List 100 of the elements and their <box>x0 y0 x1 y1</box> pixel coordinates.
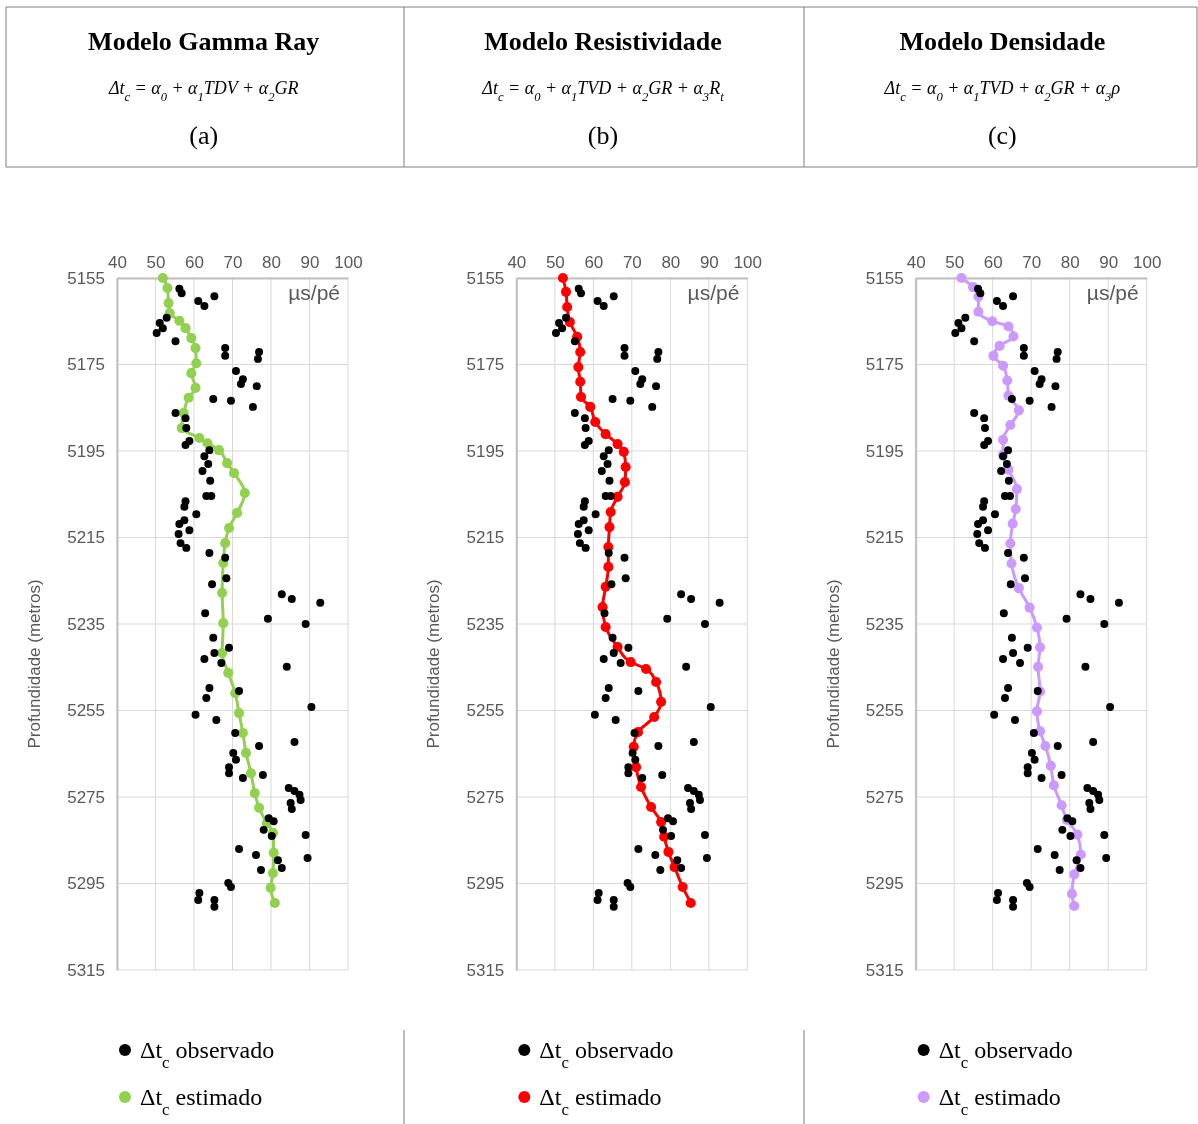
y-tick-label: 5295 <box>466 874 505 894</box>
point <box>254 802 265 813</box>
y-tick-label: 5295 <box>865 874 904 894</box>
x-tick-label: 100 <box>1132 253 1162 272</box>
y-tick-label: 5255 <box>67 701 105 721</box>
point <box>190 382 201 393</box>
y-tick-label: 5255 <box>865 701 904 721</box>
point <box>956 272 967 284</box>
text: Δt$_{c}$ = α$_{0}$ + α$_{1}$TVD + α$_{2}$GR + α$_{3}$ρ <box>884 78 1121 104</box>
chart-title: Modelo Resistividade <box>484 27 722 56</box>
point <box>1034 642 1046 653</box>
text: (b) <box>587 121 619 150</box>
y-tick-label: 5235 <box>865 614 904 634</box>
point <box>646 801 657 812</box>
point <box>1003 321 1014 332</box>
point <box>1006 558 1017 569</box>
point <box>265 882 276 893</box>
point <box>174 315 185 326</box>
point <box>239 487 250 498</box>
y-axis-title: Profundidade (metros) <box>424 579 444 749</box>
point <box>186 333 197 344</box>
point <box>269 897 280 908</box>
x-tick-label: 70 <box>223 253 243 272</box>
legend-label: Δt$_{c}$ observado <box>938 1037 1073 1072</box>
point <box>232 507 243 518</box>
x-tick-label: 40 <box>906 253 926 272</box>
point <box>1069 869 1080 880</box>
point <box>249 788 260 799</box>
point <box>590 416 601 428</box>
point <box>223 667 234 678</box>
y-tick-label: 5155 <box>67 268 105 288</box>
point <box>557 272 568 284</box>
x-tick-label: 40 <box>108 253 127 272</box>
point <box>213 445 225 456</box>
point <box>222 458 233 469</box>
point <box>656 696 667 707</box>
point <box>245 768 257 779</box>
x-tick-label: 100 <box>733 253 763 272</box>
point <box>604 522 615 533</box>
point <box>190 343 201 354</box>
point <box>585 401 596 412</box>
legend-label: Δt$_{c}$ estimado <box>938 1084 1061 1119</box>
y-tick-label: 5235 <box>67 614 105 634</box>
text: (a) <box>189 121 219 150</box>
point <box>1013 405 1024 416</box>
x-tick-label: 90 <box>300 253 320 272</box>
legend-label: Δt$_{c}$ estimado <box>539 1084 662 1119</box>
y-tick-label: 5215 <box>67 528 105 548</box>
point <box>663 846 674 857</box>
point <box>1066 888 1078 899</box>
y-tick-label: 5315 <box>865 960 904 980</box>
y-tick-label: 5215 <box>466 528 505 548</box>
text: Δt$_{c}$ = α$_{0}$ + α$_{1}$TVD + α$_{2}$GR + α$_{3}$R$_{t}$ <box>482 78 724 104</box>
legend-label: Δt$_{c}$ observado <box>539 1037 674 1072</box>
x-tick-label: 100 <box>334 253 363 272</box>
point <box>620 461 631 473</box>
point <box>1007 518 1018 529</box>
point <box>223 522 235 534</box>
chart-title: Modelo Densidade <box>899 27 1106 56</box>
x-tick-label: 90 <box>699 253 719 272</box>
y-tick-label: 5315 <box>466 960 505 980</box>
point <box>600 621 611 633</box>
y-tick-label: 5175 <box>466 355 505 375</box>
y-tick-label: 5195 <box>865 441 904 461</box>
point <box>625 657 636 668</box>
point <box>163 298 174 309</box>
point <box>1011 484 1022 495</box>
y-axis-title: Profundidade (metros) <box>25 579 44 749</box>
point <box>1040 740 1051 751</box>
point <box>1005 538 1016 549</box>
y-tick-label: 5175 <box>865 355 904 375</box>
point <box>649 711 660 723</box>
point <box>573 362 584 373</box>
y-tick-label: 5235 <box>466 614 505 634</box>
y-tick-label: 5155 <box>865 268 904 288</box>
point <box>651 676 662 687</box>
text: Δt$_{c}$ = α$_{0}$ + α$_{1}$TDV + α$_{2}$GR <box>108 78 299 104</box>
x-tick-label: 50 <box>945 253 965 272</box>
x-axis-title: µs/pé <box>288 281 340 304</box>
point <box>575 391 587 402</box>
point <box>618 446 629 457</box>
x-tick-label: 70 <box>622 253 642 272</box>
legend-label: Δt$_{c}$ observado <box>140 1037 275 1072</box>
x-tick-label: 60 <box>185 253 204 272</box>
point <box>1048 780 1059 791</box>
point <box>987 316 998 327</box>
point <box>600 429 611 440</box>
point <box>1010 503 1021 514</box>
x-axis-title: µs/pé <box>1086 281 1139 304</box>
point <box>560 286 572 297</box>
point <box>1008 331 1019 342</box>
text: (c) <box>987 121 1017 150</box>
point <box>194 432 205 444</box>
y-tick-label: 5175 <box>67 355 105 375</box>
y-tick-label: 5195 <box>67 441 105 461</box>
point <box>1056 800 1067 811</box>
point <box>1045 760 1056 771</box>
y-tick-label: 5275 <box>865 787 904 807</box>
point <box>562 301 573 313</box>
x-tick-label: 80 <box>262 253 281 272</box>
